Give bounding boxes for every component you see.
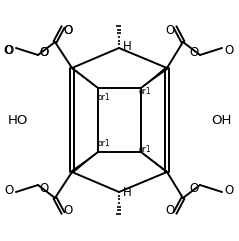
Text: OH: OH [211, 114, 231, 127]
Polygon shape [141, 67, 168, 88]
Text: O: O [5, 183, 14, 196]
Text: O: O [4, 45, 13, 58]
Text: H: H [123, 187, 131, 200]
Text: O: O [5, 43, 14, 56]
Text: O: O [165, 24, 175, 36]
Text: O: O [39, 181, 49, 194]
Text: O: O [63, 24, 73, 36]
Text: HO: HO [8, 114, 28, 127]
Text: H: H [123, 40, 131, 54]
Text: or1: or1 [98, 139, 110, 147]
Text: O: O [224, 43, 233, 56]
Polygon shape [71, 152, 98, 173]
Text: O: O [189, 46, 199, 59]
Text: O: O [39, 46, 49, 59]
Text: O: O [224, 183, 233, 196]
Text: or1: or1 [139, 87, 151, 95]
Text: or1: or1 [139, 145, 151, 154]
Text: O: O [39, 46, 49, 59]
Text: O: O [63, 24, 73, 36]
Text: O: O [189, 181, 199, 194]
Text: O: O [63, 203, 73, 216]
Text: or1: or1 [98, 94, 110, 102]
Text: O: O [165, 203, 175, 216]
